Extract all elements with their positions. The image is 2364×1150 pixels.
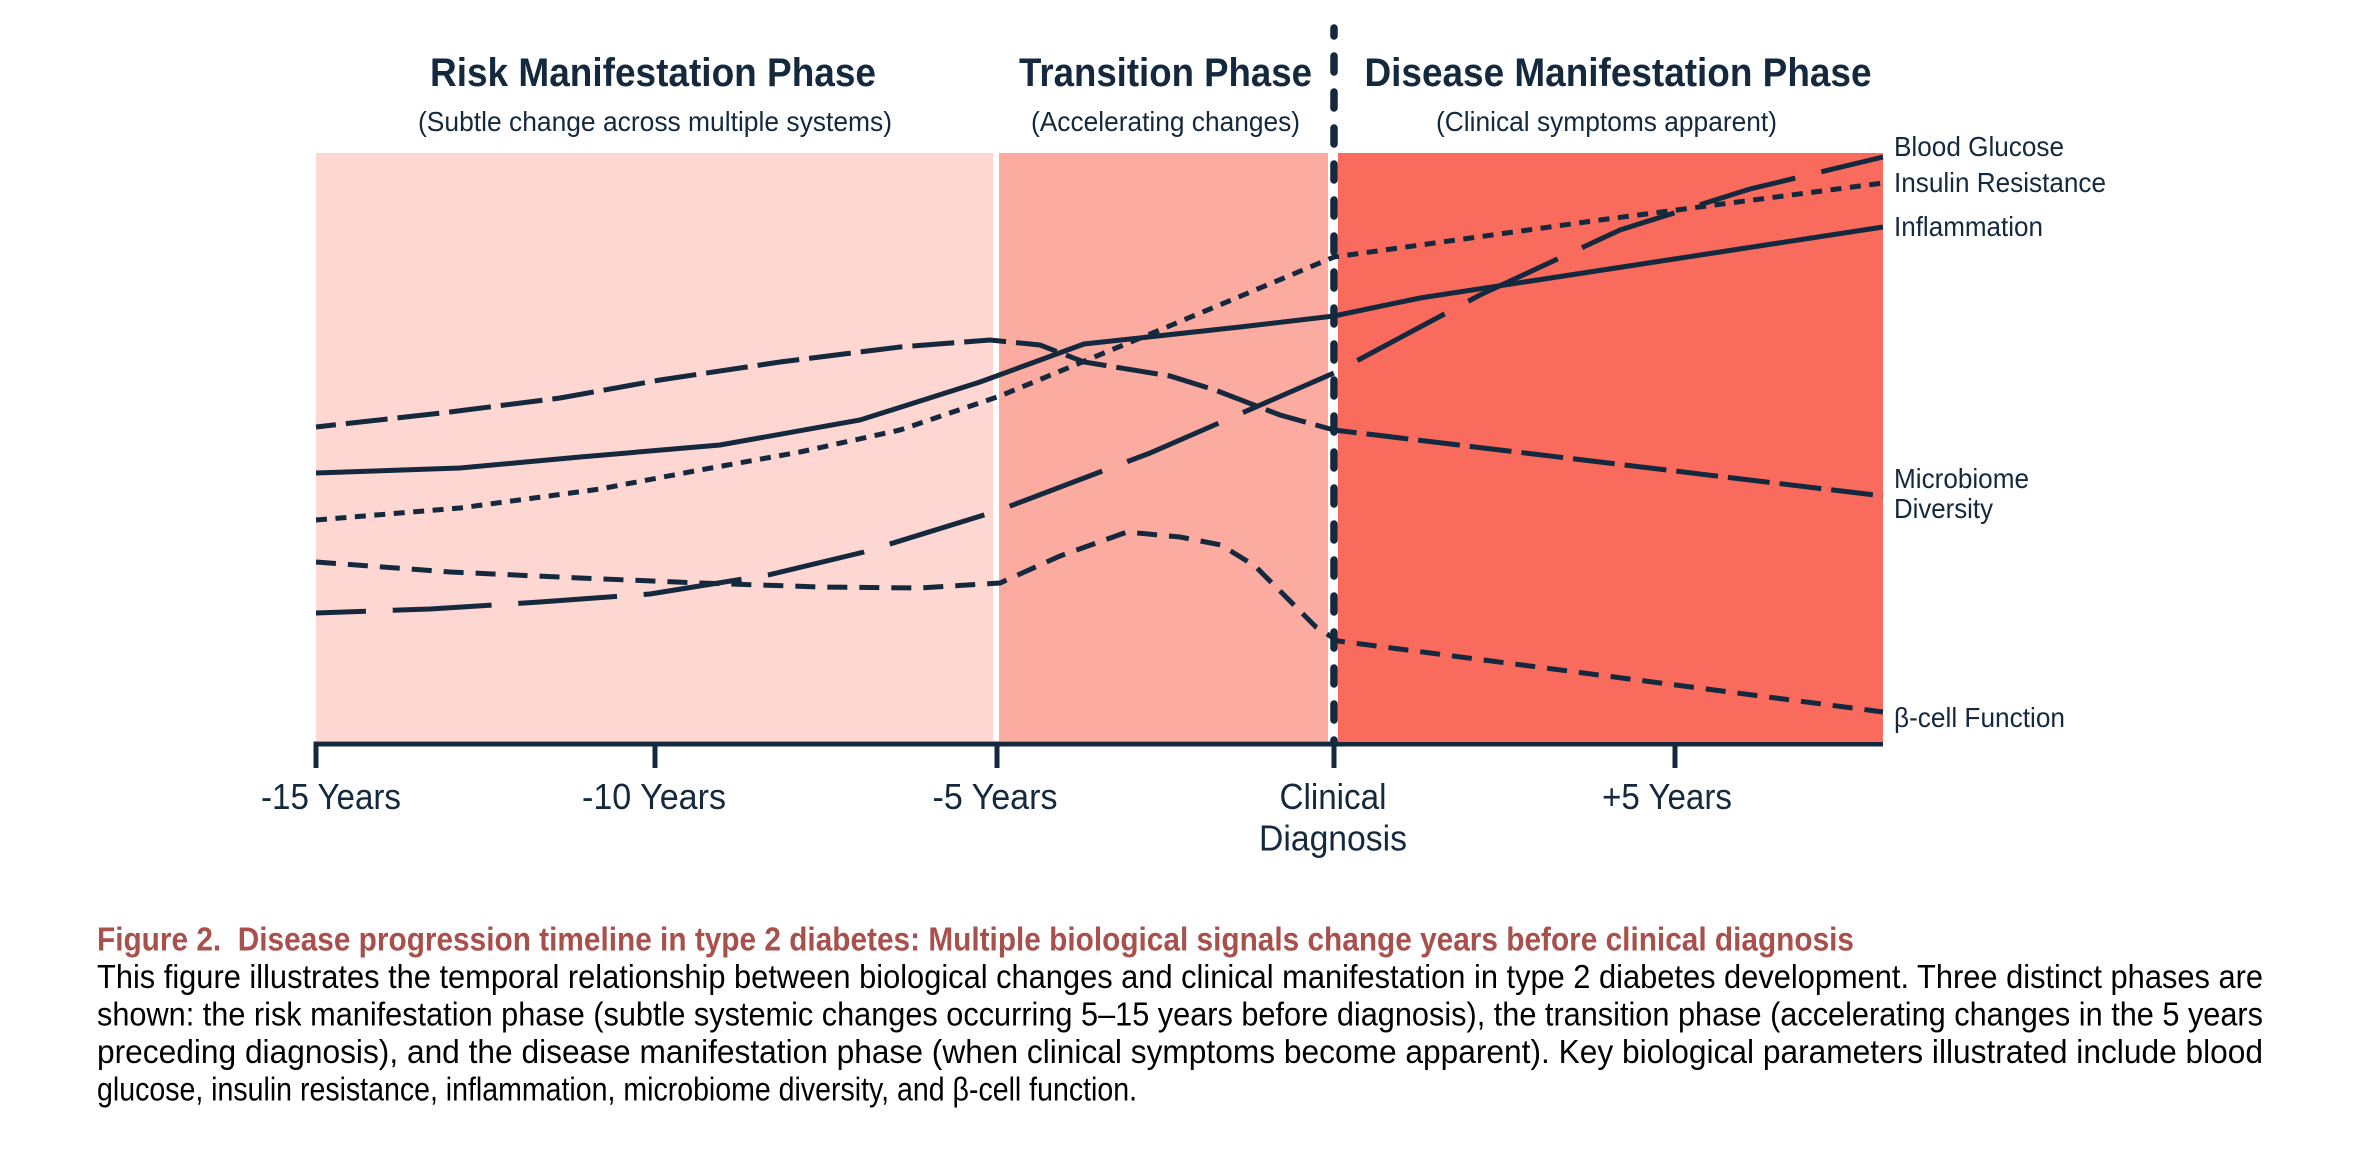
svg-text:Transition Phase: Transition Phase <box>1019 51 1312 95</box>
svg-text:-10 Years: -10 Years <box>582 776 726 817</box>
svg-text:Diagnosis: Diagnosis <box>1259 818 1407 859</box>
svg-text:β-cell Function: β-cell Function <box>1894 702 2065 733</box>
svg-text:(Clinical symptoms apparent): (Clinical symptoms apparent) <box>1436 106 1777 137</box>
svg-text:Insulin Resistance: Insulin Resistance <box>1894 167 2106 198</box>
svg-text:Microbiome: Microbiome <box>1894 463 2029 494</box>
svg-text:Blood Glucose: Blood Glucose <box>1894 131 2064 162</box>
svg-text:(Subtle change across multiple: (Subtle change across multiple systems) <box>418 106 892 137</box>
svg-text:-15 Years: -15 Years <box>261 776 401 817</box>
svg-text:Clinical: Clinical <box>1280 776 1387 817</box>
svg-text:Figure 2. Disease progression: Figure 2. Disease progression timeline i… <box>97 921 1854 958</box>
svg-text:Disease Manifestation Phase: Disease Manifestation Phase <box>1365 51 1872 95</box>
svg-text:glucose, insulin resistance, i: glucose, insulin resistance, inflammatio… <box>97 1071 1137 1108</box>
svg-text:Diversity: Diversity <box>1894 493 1993 524</box>
svg-text:Risk Manifestation Phase: Risk Manifestation Phase <box>430 51 876 95</box>
svg-text:(Accelerating changes): (Accelerating changes) <box>1031 106 1300 137</box>
svg-text:shown: the risk manifestation: shown: the risk manifestation phase (sub… <box>97 996 2263 1033</box>
svg-text:preceding diagnosis), and the: preceding diagnosis), and the disease ma… <box>97 1033 2263 1070</box>
svg-text:This figure illustrates the te: This figure illustrates the temporal rel… <box>97 958 2263 995</box>
svg-text:-5 Years: -5 Years <box>933 776 1058 817</box>
svg-text:+5 Years: +5 Years <box>1602 776 1732 817</box>
svg-text:Inflammation: Inflammation <box>1894 211 2043 242</box>
